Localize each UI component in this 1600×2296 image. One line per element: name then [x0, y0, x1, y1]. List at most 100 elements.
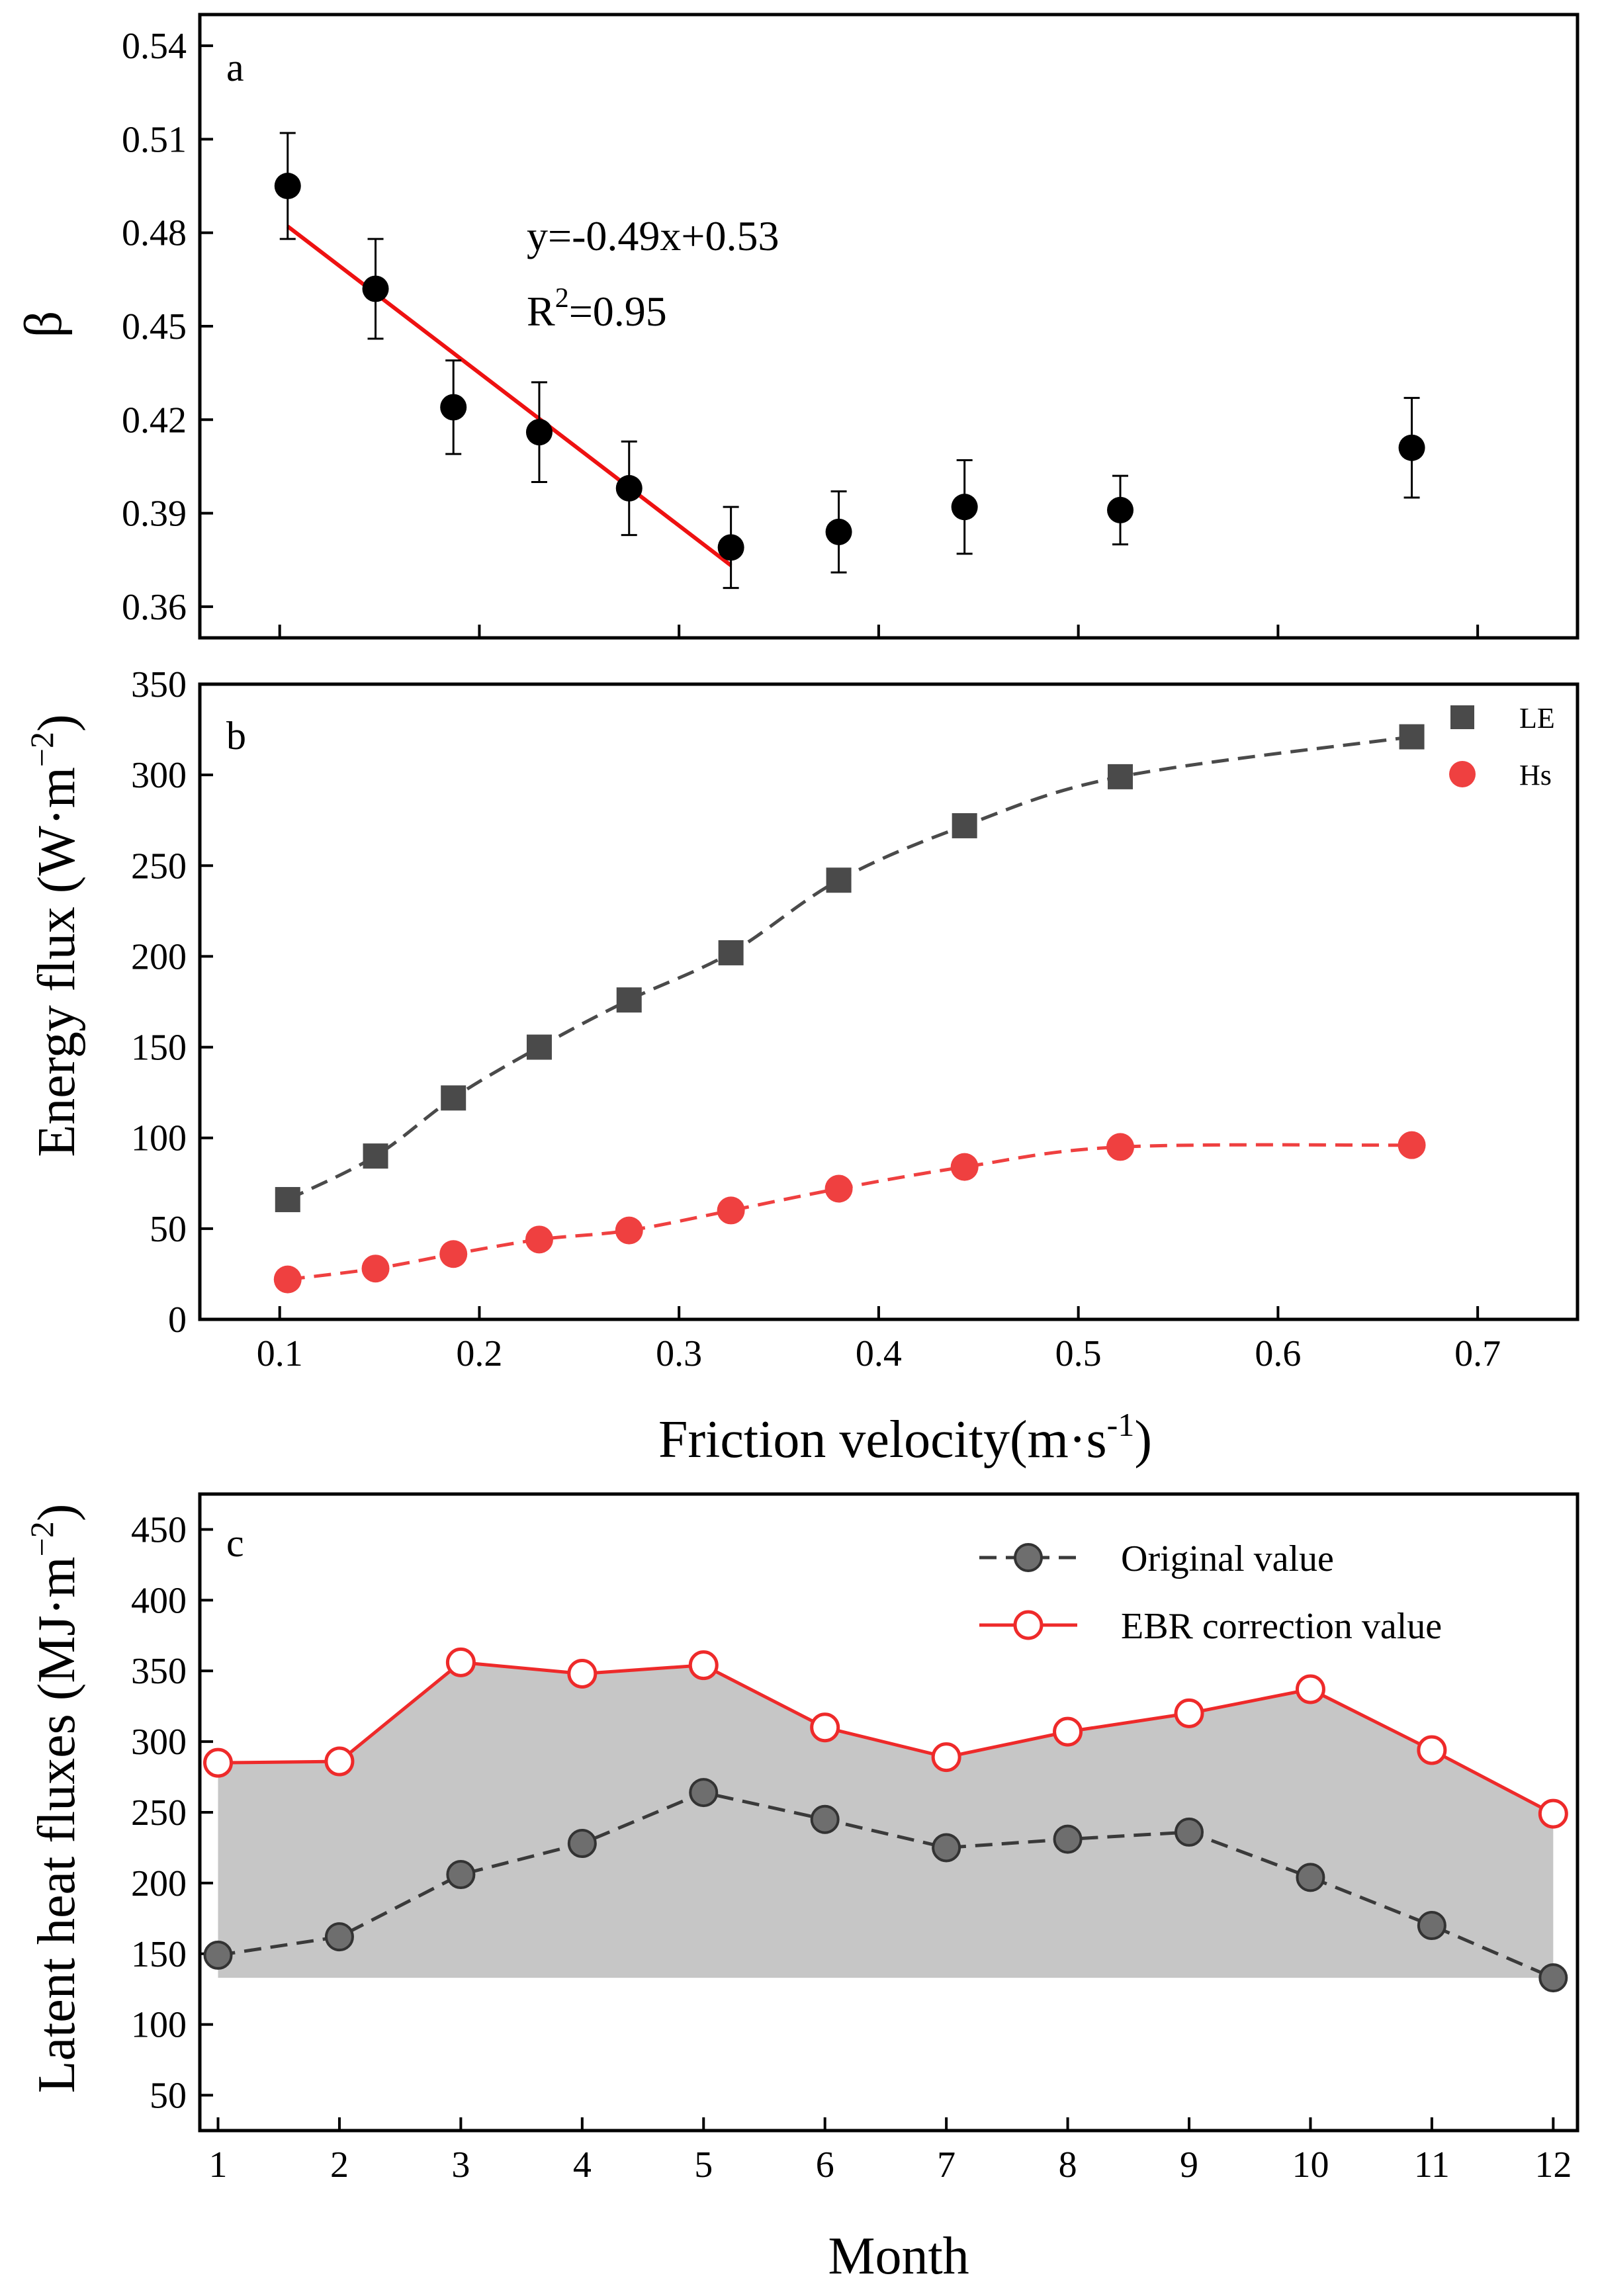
panel-b-hs-point [1106, 1133, 1135, 1161]
legend-hs-circle-icon [1449, 761, 1476, 787]
panel-c-ebr-point [688, 1650, 719, 1681]
legend-le-label: LE [1519, 702, 1555, 734]
panel-b-x-tick-label: 0.1 [257, 1333, 303, 1374]
panel-b-hs-point [717, 1196, 745, 1225]
panel-b-hs-points [273, 1131, 1426, 1294]
legend-hs-label: Hs [1519, 759, 1552, 791]
panel-c-x-tick-label: 3 [451, 2144, 470, 2186]
panel-a-point [825, 518, 852, 545]
panel-a-frame [198, 13, 1579, 640]
panel-c-y-label-end: ) [28, 1504, 86, 1522]
panel-a-y-tick-label: 0.36 [122, 587, 187, 628]
panel-c-ebr-point [1174, 1698, 1204, 1728]
panel-a-y-tick-label: 0.45 [122, 306, 187, 347]
panel-c-y-tick-label: 200 [131, 1863, 187, 1904]
panel-c-y-tick-label: 150 [131, 1934, 187, 1975]
panel-b-hs-point [950, 1153, 979, 1181]
panel-b-x-tick-label: 0.3 [656, 1333, 702, 1374]
panel-c-x-tick-label: 9 [1180, 2144, 1198, 2186]
panel-b-hs-point [525, 1225, 553, 1254]
panel-c-ebr-point [567, 1658, 598, 1689]
panel-b-x-tick-label: 0.4 [856, 1333, 902, 1374]
panel-b-x-label-end: ) [1134, 1411, 1152, 1469]
legend-original-marker-icon [1014, 1543, 1043, 1572]
panel-a-point [1107, 496, 1134, 523]
panel-b-y-label-end: ) [28, 714, 86, 732]
panel-b-y-ticks: 0 50 100 150 200 250 300 350 [131, 664, 213, 1341]
panel-b-x-label-main: Friction velocity(m·s [658, 1411, 1107, 1469]
panel-a-y-tick-label: 0.51 [122, 119, 187, 160]
panel-b-y-tick-label: 200 [131, 936, 187, 977]
panel-a-y-axis-label: β [15, 311, 73, 338]
panel-c-original-point [324, 1922, 354, 1952]
panel-c-original-point [689, 1778, 719, 1808]
panel-c-x-tick-label: 12 [1534, 2144, 1572, 2186]
panel-b-y-tick-label: 0 [168, 1300, 187, 1341]
panel-a-point [951, 494, 978, 521]
panel-b-hs-point [361, 1255, 390, 1283]
panel-b-hs-point [273, 1265, 302, 1294]
legend-ebr-marker-icon [1013, 1610, 1044, 1640]
panel-b-y-tick-label: 250 [131, 846, 187, 887]
panel-c-original-point [567, 1829, 597, 1859]
panel-a-data-points [274, 132, 1425, 590]
panel-c-original-point [1175, 1817, 1204, 1847]
panel-b-le-point [826, 867, 852, 893]
panel-c-ebr-point [1295, 1674, 1325, 1704]
legend-original-label: Original value [1121, 1538, 1334, 1579]
panel-c-x-tick-label: 2 [330, 2144, 349, 2186]
panel-c-original-point [1538, 1963, 1568, 1993]
panel-c-original-point [1053, 1824, 1083, 1854]
panel-b-x-label-sup: -1 [1107, 1406, 1135, 1443]
panel-b-y-tick-label: 100 [131, 1118, 187, 1159]
panel-c-y-label-sup: −2 [23, 1521, 60, 1556]
panel-b-letter: b [226, 714, 246, 758]
panel-a-point [615, 474, 643, 502]
panel-a: a 0.36 0.39 0.42 0.45 0.48 0.51 0.54 β y=-0.49… [15, 13, 1579, 640]
panel-a-equation: y=-0.49x+0.53 [527, 212, 779, 259]
panel-b-hs-point [1398, 1131, 1426, 1159]
panel-b-y-tick-label: 50 [150, 1209, 187, 1250]
panel-b-le-point [1399, 724, 1425, 750]
panel-b-frame [198, 682, 1579, 1321]
panel-c-x-ticks: 1 2 3 4 5 6 7 8 9 10 11 12 [209, 2117, 1572, 2186]
panel-a-y-tick-label: 0.39 [122, 494, 187, 535]
panel-c-x-tick-label: 10 [1292, 2144, 1329, 2186]
panel-a-point [717, 534, 744, 561]
panel-c-y-tick-label: 100 [131, 2005, 187, 2046]
panel-c-y-axis-label: Latent heat fluxes (MJ·m−2) [23, 1504, 86, 2094]
panel-b-le-point [441, 1085, 467, 1111]
panel-c-y-ticks: 50 100 150 200 250 300 350 400 450 [131, 1509, 213, 2117]
panel-a-point [362, 275, 389, 302]
panel-c-original-point [446, 1860, 476, 1890]
panel-b-x-tick-label: 0.7 [1454, 1333, 1501, 1374]
panel-c-y-tick-label: 450 [131, 1509, 187, 1550]
panel-a-r-squared: R2=0.95 [527, 283, 667, 335]
panel-c-ebr-point [1538, 1798, 1568, 1829]
panel-c-ebr-point [810, 1712, 840, 1743]
panel-c-letter: c [226, 1521, 244, 1565]
panel-c-ebr-points [203, 1647, 1568, 1829]
panel-c-ebr-point [203, 1747, 234, 1778]
r2-superscript: 2 [555, 283, 569, 314]
panel-c-original-point [932, 1833, 961, 1863]
panel-c-original-point [1296, 1863, 1325, 1892]
panel-b-le-point [952, 813, 977, 838]
panel-b-x-tick-label: 0.2 [456, 1333, 502, 1374]
panel-b-le-point [1108, 764, 1133, 789]
panel-a-y-tick-label: 0.42 [122, 400, 187, 441]
panel-c-x-tick-label: 8 [1059, 2144, 1077, 2186]
panel-a-point [440, 394, 467, 421]
panel-b-le-points [275, 724, 1425, 1212]
panel-c-original-line [218, 1790, 1554, 1980]
panel-c-original-point [1417, 1911, 1446, 1941]
panel-c-original-points [203, 1778, 1568, 1993]
panel-c-x-axis-label: Month [828, 2227, 969, 2285]
panel-c-x-tick-label: 5 [694, 2144, 713, 2186]
panel-c-x-tick-label: 11 [1414, 2144, 1450, 2186]
panel-a-y-tick-label: 0.54 [122, 26, 187, 67]
panel-a-letter: a [226, 46, 244, 89]
panel-a-regression-line [286, 224, 733, 567]
